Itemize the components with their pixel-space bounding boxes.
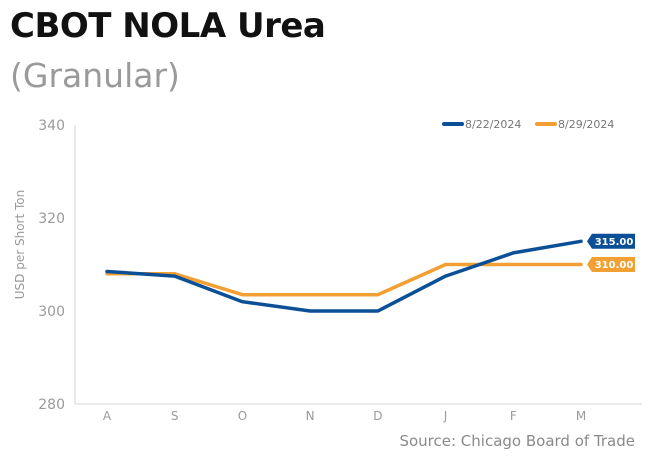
y-axis-label: USD per Short Ton <box>13 190 27 299</box>
legend-label-1: 8/22/2024 <box>465 118 521 131</box>
x-tick-label: J <box>443 409 448 423</box>
series-line-1 <box>105 239 583 313</box>
series-line-2 <box>105 262 583 297</box>
y-tick-label: 300 <box>38 304 65 320</box>
x-tick-label: S <box>171 409 179 423</box>
y-tick-label: 280 <box>38 397 65 413</box>
x-tick-label: D <box>373 409 382 423</box>
chart-subtitle: (Granular) <box>10 56 180 95</box>
legend-label-2: 8/29/2024 <box>558 118 614 131</box>
x-tick-label: F <box>510 409 517 423</box>
source-note: Source: Chicago Board of Trade <box>399 432 635 450</box>
y-tick-label: 320 <box>38 211 65 227</box>
x-tick-label: N <box>306 409 315 423</box>
end-label-badge-1 <box>587 233 635 249</box>
end-label-2: 310.00 <box>595 260 634 271</box>
x-tick-label: O <box>238 409 247 423</box>
end-label-1: 315.00 <box>595 237 634 248</box>
x-tick-label: A <box>103 409 112 423</box>
end-label-badge-2 <box>587 257 635 272</box>
y-tick-label: 340 <box>38 118 65 134</box>
chart-title: CBOT NOLA Urea <box>10 6 326 46</box>
x-tick-label: M <box>576 409 586 423</box>
